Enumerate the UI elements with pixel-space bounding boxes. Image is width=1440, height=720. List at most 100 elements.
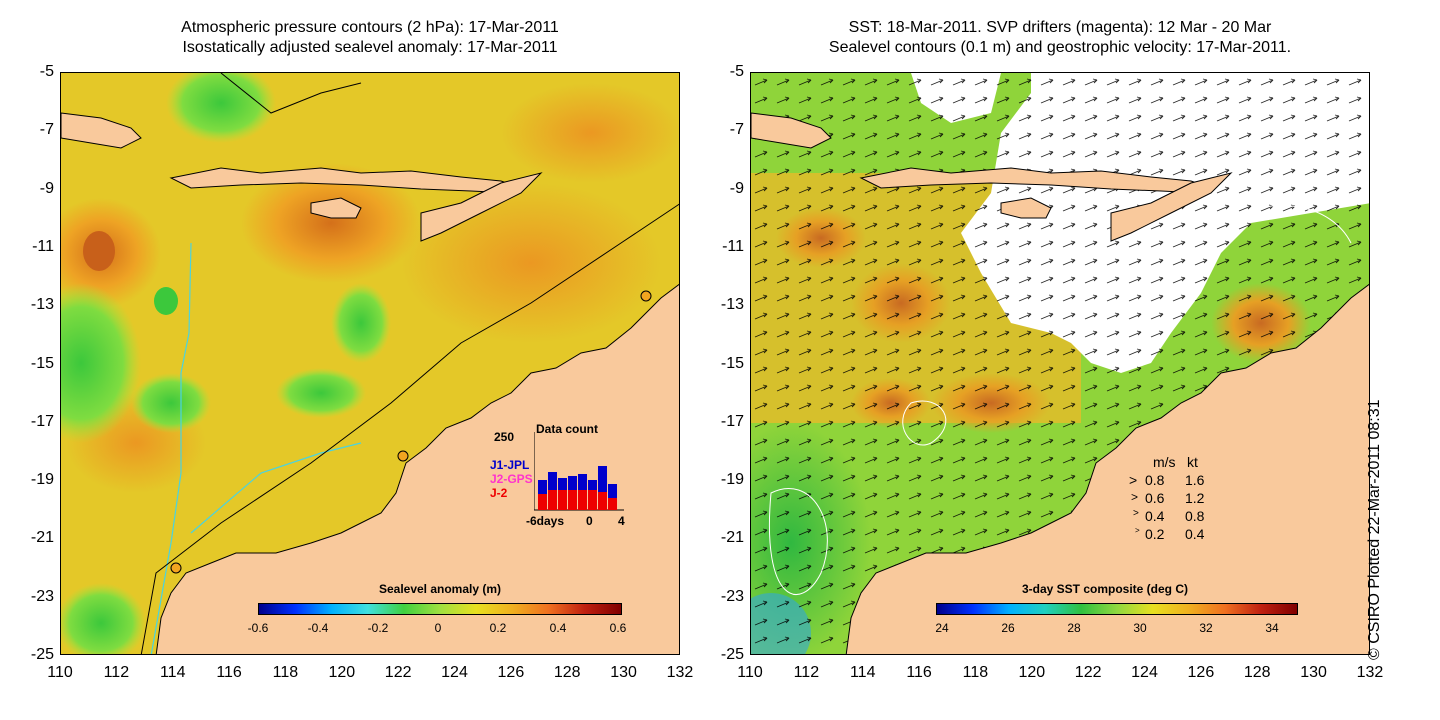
velocity-legend: m/s kt > 0.8 1.6 > 0.6 1.2 > 0.4 0.8 > 0… — [1125, 454, 1235, 544]
right-colorbar-tick: 34 — [1265, 621, 1279, 635]
lon-label: 128 — [1243, 664, 1271, 681]
sealevel-contour — [902, 400, 947, 446]
lon-label: 126 — [1187, 664, 1215, 681]
anomaly-orange — [501, 83, 679, 183]
left-title-line2: Isostatically adjusted sealevel anomaly:… — [182, 39, 558, 56]
bar-red — [598, 492, 607, 510]
legend-arrow-icon: > — [1129, 472, 1138, 488]
right-colorbar-tick: 30 — [1133, 621, 1147, 635]
left-colorbar — [258, 603, 622, 615]
left-title-line1: Atmospheric pressure contours (2 hPa): 1… — [181, 19, 559, 36]
lon-label: 116 — [216, 664, 242, 681]
lat-label: -9 — [39, 179, 54, 197]
lat-label: -11 — [722, 237, 744, 255]
legend-header-ms: m/s — [1153, 454, 1176, 470]
bar-blue — [558, 478, 567, 490]
data-count-inset: Data count 250 J1-JPL J2-GPS J-2 -6days … — [490, 422, 640, 532]
timor-land — [420, 172, 543, 242]
lon-label: 110 — [737, 664, 763, 681]
lat-label: -23 — [720, 587, 744, 605]
left-colorbar-tick: 0.2 — [489, 621, 507, 635]
legend-kt: 0.8 — [1185, 508, 1205, 524]
anomaly-orange — [401, 183, 661, 343]
lat-label: -13 — [720, 296, 744, 314]
lon-label: 130 — [610, 664, 637, 681]
data-count-title: Data count — [536, 422, 599, 436]
anomaly-green — [331, 283, 391, 363]
lat-label: -17 — [30, 412, 54, 430]
lat-label: -25 — [30, 646, 54, 663]
lat-label: -5 — [729, 63, 744, 80]
lon-label: 116 — [906, 664, 932, 681]
sst-map-panel — [750, 72, 1370, 655]
lon-label: 110 — [47, 664, 73, 681]
data-count-xtick: -6days — [526, 514, 565, 528]
bar-red — [588, 490, 597, 510]
legend-arrow-icon: > — [1135, 526, 1140, 535]
left-colorbar-title: Sealevel anomaly (m) — [378, 582, 502, 596]
lat-label: -7 — [729, 121, 744, 139]
pressure-contour — [220, 73, 362, 114]
lon-label: 122 — [1074, 664, 1102, 681]
lon-label: 114 — [159, 664, 186, 681]
legend-ms: 0.8 — [1145, 472, 1165, 488]
bar-red — [578, 490, 587, 510]
lat-label: -13 — [30, 296, 54, 314]
right-title-line1: SST: 18-Mar-2011. SVP drifters (magenta)… — [848, 19, 1272, 36]
bar-blue — [548, 472, 557, 490]
sst-map — [751, 73, 1369, 654]
data-count-bars — [534, 432, 624, 511]
left-colorbar-tick: 0.6 — [609, 621, 627, 635]
lon-label: 118 — [962, 664, 989, 681]
bar-red — [548, 490, 557, 510]
legend-header-kt: kt — [1187, 454, 1198, 470]
lon-label: 132 — [1356, 664, 1384, 681]
tide-gauge-marker — [640, 290, 652, 302]
legend-kt: 1.2 — [1185, 490, 1205, 506]
right-colorbar-tick: 26 — [1001, 621, 1015, 635]
anomaly-green — [131, 373, 211, 433]
sealevel-map — [61, 73, 679, 654]
pressure-contour — [140, 203, 679, 654]
data-count-ymax: 250 — [494, 430, 515, 444]
lat-label: -17 — [720, 412, 744, 430]
lon-label: 120 — [328, 664, 356, 681]
bar-blue — [578, 474, 587, 490]
credit-text: © CSIRO Plotted 22-Mar-2011 08:31 — [1366, 399, 1383, 660]
java-land — [61, 112, 142, 149]
australia-land — [155, 283, 679, 654]
sealevel-contour — [769, 487, 828, 595]
right-colorbar-tick: 28 — [1067, 621, 1081, 635]
lat-label: -15 — [30, 354, 54, 372]
lat-label: -5 — [39, 63, 54, 80]
right-colorbar-tick: 32 — [1199, 621, 1213, 635]
right-colorbar — [936, 603, 1298, 615]
right-title-line2: Sealevel contours (0.1 m) and geostrophi… — [828, 39, 1292, 56]
left-colorbar-tick: -0.2 — [367, 621, 389, 635]
java-land — [751, 112, 832, 149]
anomaly-green — [61, 583, 146, 654]
left-colorbar-tick: 0 — [434, 621, 442, 635]
lat-label: -9 — [729, 179, 744, 197]
left-colorbar-tick: -0.4 — [307, 621, 329, 635]
bar-blue — [598, 466, 607, 492]
lat-label: -25 — [720, 646, 744, 663]
timor-land — [1110, 172, 1233, 242]
lat-label: -21 — [720, 529, 744, 547]
lon-label: 112 — [103, 664, 130, 681]
right-colorbar-tick: 24 — [935, 621, 949, 635]
bar-red — [608, 498, 617, 510]
right-title: SST: 18-Mar-2011. SVP drifters (magenta)… — [750, 18, 1370, 58]
lon-label: 126 — [497, 664, 525, 681]
anomaly-green — [276, 368, 366, 418]
bar-red — [568, 490, 577, 510]
bathymetry-contour — [190, 442, 362, 534]
legend-arrow-icon: > — [1131, 490, 1139, 504]
lat-label: -15 — [720, 354, 744, 372]
lon-label: 114 — [849, 664, 876, 681]
lat-label: -23 — [30, 587, 54, 605]
lon-label: 120 — [1018, 664, 1046, 681]
legend-ms: 0.6 — [1145, 490, 1165, 506]
legend-ms: 0.2 — [1145, 526, 1165, 542]
tide-gauge-marker — [397, 450, 409, 462]
